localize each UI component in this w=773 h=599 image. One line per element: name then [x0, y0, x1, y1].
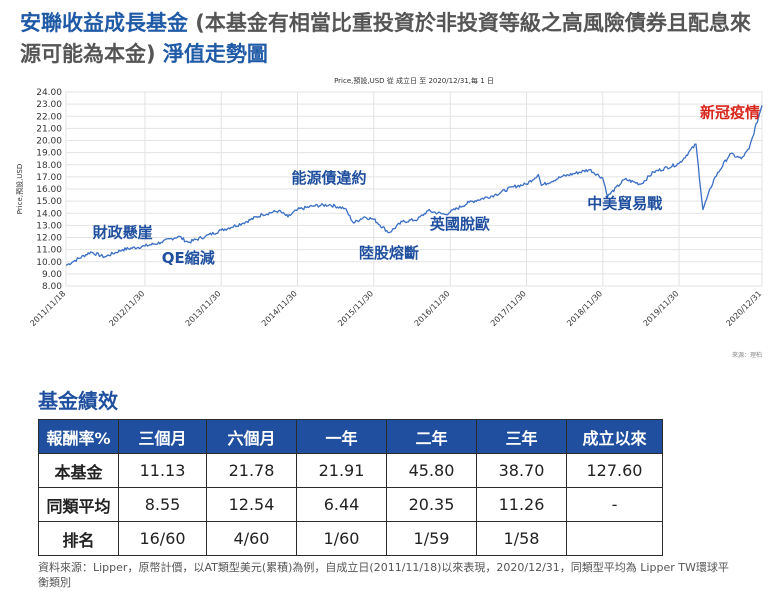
- y-axis-title: Price,預設,USD: [15, 164, 24, 214]
- y-tick-label: 23.00: [36, 100, 62, 110]
- table-cell: 1/59: [386, 521, 477, 556]
- table-cell: 16/60: [118, 521, 207, 556]
- x-tick-label: 2014/11/30: [260, 289, 299, 328]
- table-cell: 12.54: [206, 487, 297, 522]
- source-footnote: 資料來源：Lipper，原幣計價，以AT類型美元(累積)為例，自成立日(2011…: [38, 561, 729, 589]
- y-tick-label: 8.00: [42, 282, 62, 292]
- table-cell: 11.26: [476, 487, 567, 522]
- event-annotation: 英國脫歐: [430, 215, 490, 233]
- source-label: 來源：理柏: [732, 351, 762, 359]
- x-tick-label: 2016/11/30: [413, 289, 452, 328]
- y-tick-label: 16.00: [36, 185, 62, 195]
- table-cell: [566, 521, 663, 556]
- header-cell: 六個月: [206, 419, 297, 454]
- x-tick-label: 2013/11/30: [184, 289, 223, 328]
- x-tick-label: 2017/11/30: [489, 289, 528, 328]
- table-cell: 6.44: [296, 487, 387, 522]
- header-cell: 二年: [386, 419, 477, 454]
- table-cell: -: [566, 487, 663, 522]
- title-suffix: 淨值走勢圖: [162, 42, 268, 66]
- header-cell: 成立以來: [566, 419, 663, 454]
- x-tick-label: 2015/11/30: [336, 289, 375, 328]
- table-cell: 38.70: [476, 453, 567, 488]
- fund-name: 安聯收益成長基金: [20, 11, 188, 35]
- y-tick-label: 19.00: [36, 149, 62, 159]
- event-annotation: QE縮減: [162, 249, 215, 267]
- y-tick-label: 9.00: [42, 270, 62, 280]
- y-tick-label: 15.00: [36, 197, 62, 207]
- table-row: 同類平均 8.55 12.54 6.44 20.35 11.26 -: [38, 487, 663, 522]
- header-cell: 報酬率%: [38, 419, 119, 454]
- performance-title: 基金績效: [38, 389, 118, 413]
- chart-title: Price,預設,USD 從 成立日 至 2020/12/31,每 1 日: [334, 76, 494, 85]
- x-tick-label: 2011/11/18: [28, 289, 67, 328]
- nav-line-chart: Price,預設,USD 從 成立日 至 2020/12/31,每 1 日 8.0…: [15, 76, 763, 359]
- event-annotation: 能源債違約: [292, 169, 367, 187]
- row-label: 同類平均: [38, 487, 119, 522]
- price-series-line: [65, 105, 763, 266]
- table-cell: 45.80: [386, 453, 477, 488]
- y-tick-label: 21.00: [36, 124, 62, 134]
- y-tick-label: 10.00: [36, 258, 62, 268]
- table-cell: 127.60: [566, 453, 663, 488]
- header-cell: 一年: [296, 419, 387, 454]
- page-title: 安聯收益成長基金 (本基金有相當比重投資於非投資等級之高風險債券且配息來源可能為…: [20, 8, 760, 70]
- y-tick-label: 11.00: [36, 246, 62, 256]
- x-tick-label: 2020/12/31: [724, 289, 763, 328]
- table-row: 本基金 11.13 21.78 21.91 45.80 38.70 127.60: [38, 453, 663, 488]
- event-annotation: 陸股熔斷: [359, 244, 419, 262]
- nav-chart: Price,預設,USD 從 成立日 至 2020/12/31,每 1 日 8.0…: [0, 74, 773, 374]
- event-annotation: 財政懸崖: [92, 224, 153, 242]
- table-cell: 11.13: [118, 453, 207, 488]
- x-tick-label: 2019/11/30: [641, 289, 680, 328]
- performance-header-row: 報酬率% 三個月 六個月 一年 二年 三年 成立以來: [38, 419, 663, 454]
- performance-table: 報酬率% 三個月 六個月 一年 二年 三年 成立以來 本基金 11.13 21.…: [38, 419, 663, 556]
- y-tick-label: 13.00: [36, 221, 62, 231]
- y-tick-label: 24.00: [36, 88, 62, 98]
- table-cell: 21.91: [296, 453, 387, 488]
- x-tick-label: 2018/11/30: [565, 289, 604, 328]
- y-tick-label: 22.00: [36, 112, 62, 122]
- y-tick-label: 17.00: [36, 173, 62, 183]
- row-label: 排名: [38, 521, 119, 556]
- table-row: 排名 16/60 4/60 1/60 1/59 1/58: [38, 521, 663, 556]
- y-tick-label: 14.00: [36, 209, 62, 219]
- row-label: 本基金: [38, 453, 119, 488]
- title-note: (本基金有相當比重投資於非投資等級之高風險債券且配息來源可能為本金): [20, 11, 751, 66]
- table-cell: 1/58: [476, 521, 567, 556]
- y-tick-label: 18.00: [36, 161, 62, 171]
- y-tick-label: 12.00: [36, 234, 62, 244]
- table-cell: 20.35: [386, 487, 477, 522]
- table-cell: 4/60: [206, 521, 297, 556]
- event-annotation: 新冠疫情: [700, 103, 760, 121]
- header-cell: 三個月: [118, 419, 207, 454]
- header-cell: 三年: [476, 419, 567, 454]
- table-cell: 21.78: [206, 453, 297, 488]
- event-annotation: 中美貿易戰: [587, 194, 662, 212]
- y-tick-label: 20.00: [36, 137, 62, 147]
- x-tick-label: 2012/11/30: [107, 289, 146, 328]
- table-cell: 8.55: [118, 487, 207, 522]
- table-cell: 1/60: [296, 521, 387, 556]
